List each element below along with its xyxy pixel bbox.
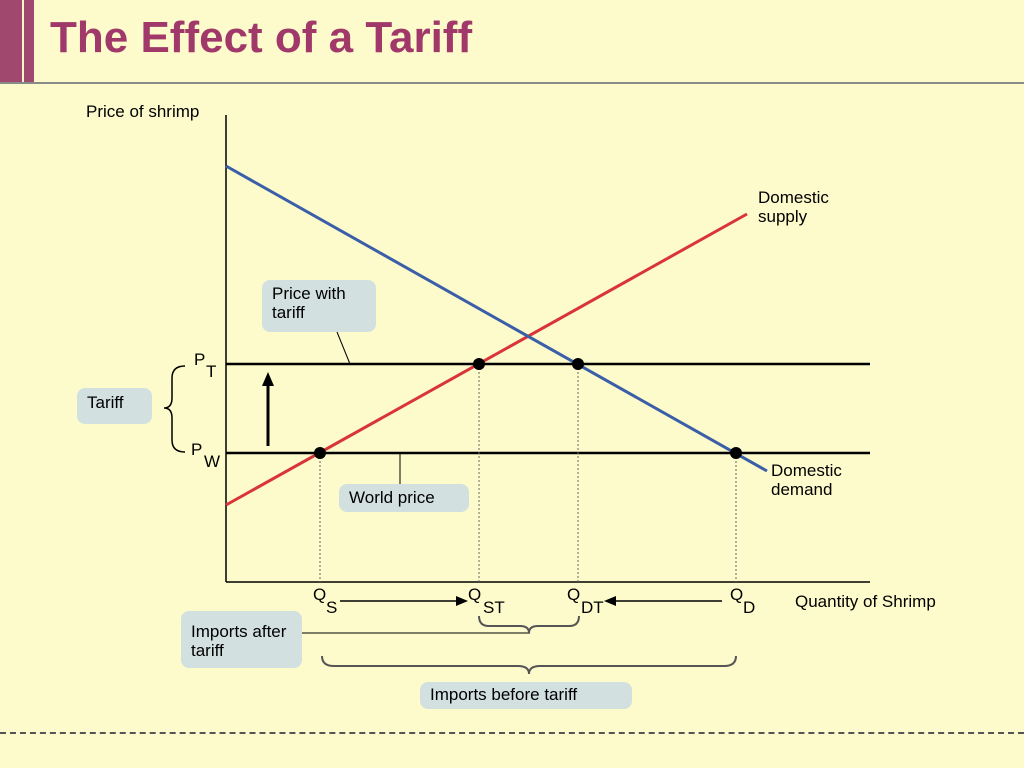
point-qst	[473, 358, 485, 370]
imports-before-brace	[321, 655, 737, 675]
pw-label-sub: W	[204, 452, 221, 471]
imports-after-line2: tariff	[191, 641, 224, 660]
pt-label-sub: T	[206, 362, 217, 381]
world-price-text: World price	[349, 488, 435, 507]
pt-label-main: P	[194, 350, 206, 369]
imports-after-line1: Imports after	[191, 622, 287, 641]
qd-label-main: Q	[730, 585, 744, 604]
imports-before-tariff-callout: Imports before tariff	[420, 682, 632, 709]
qs-label-sub: S	[326, 598, 338, 617]
point-qdt	[572, 358, 584, 370]
tariff-callout: Tariff	[77, 388, 152, 424]
qd-label-sub: D	[743, 598, 756, 617]
domestic-demand-curve	[225, 164, 768, 473]
qst-label-main: Q	[468, 585, 482, 604]
pw-label-main: P	[191, 440, 203, 459]
qs-label-main: Q	[313, 585, 327, 604]
demand-label-line1: Domestic	[771, 461, 842, 480]
footer-divider	[0, 732, 1024, 734]
y-axis-label: Price of shrimp	[86, 102, 200, 121]
supply-label-line2: supply	[758, 207, 808, 226]
price-with-tariff-line1: Price with	[272, 284, 346, 303]
title-divider	[0, 82, 1024, 84]
qdt-label-main: Q	[567, 585, 581, 604]
demand-label-line2: demand	[771, 480, 833, 499]
qst-label-sub: ST	[483, 598, 505, 617]
world-price-callout: World price	[339, 484, 469, 512]
tariff-brace	[163, 365, 186, 453]
imports-before-text: Imports before tariff	[430, 685, 578, 704]
page-title: The Effect of a Tariff	[50, 13, 473, 62]
price-with-tariff-leader	[336, 331, 351, 365]
domestic-supply-curve	[225, 212, 748, 507]
title-accent-bar	[0, 0, 34, 82]
imports-after-brace	[478, 615, 580, 634]
point-qs	[314, 447, 326, 459]
qdt-label-sub: DT	[581, 598, 604, 617]
point-qd	[730, 447, 742, 459]
price-with-tariff-callout: Price with tariff	[262, 280, 376, 332]
tariff-callout-text: Tariff	[87, 393, 124, 412]
imports-after-tariff-callout: Imports after tariff	[181, 611, 302, 668]
price-with-tariff-line2: tariff	[272, 303, 305, 322]
x-axis-label: Quantity of Shrimp	[795, 592, 936, 611]
supply-label-line1: Domestic	[758, 188, 829, 207]
tariff-arrow-head	[262, 372, 274, 386]
